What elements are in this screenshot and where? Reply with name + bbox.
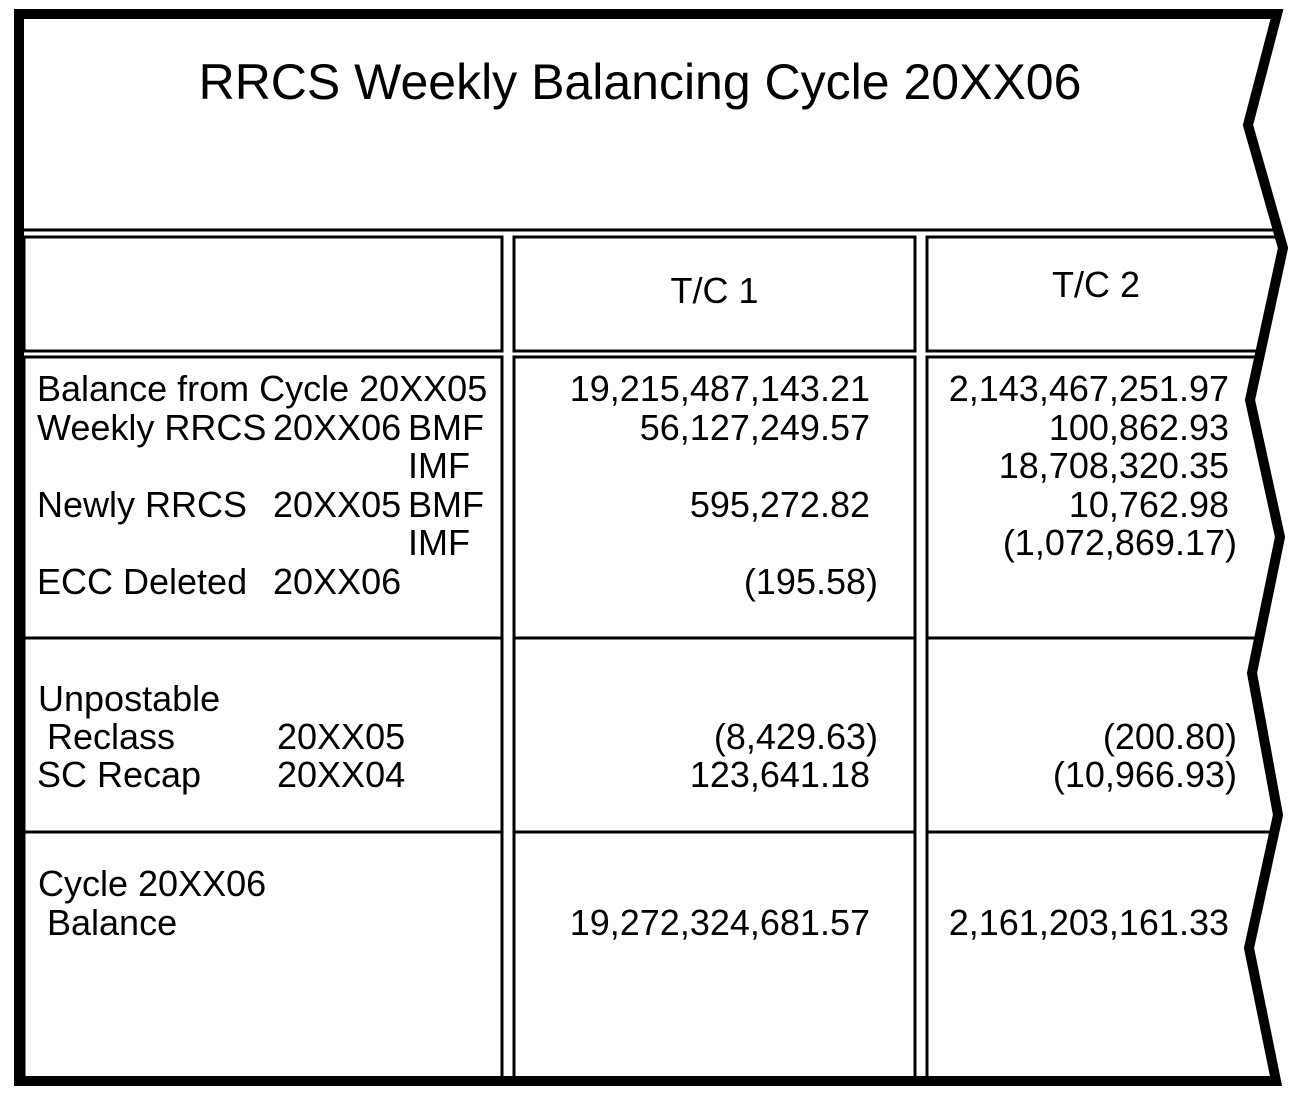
tc1-value: (195.58): [743, 561, 878, 602]
table-row: Newly RRCS 20XX05 BMF 595,272.82 10,762.…: [0, 486, 1300, 528]
column-header-tc2: T/C 2: [1051, 264, 1140, 305]
tc2-value: 100,862.93: [1048, 407, 1229, 448]
row-fund: BMF: [408, 484, 484, 525]
tc1-value: 19,272,324,681.57: [569, 902, 870, 943]
tc2-value: (10,966.93): [1052, 754, 1237, 795]
table-row: Balance from Cycle 20XX05 19,215,487,143…: [0, 370, 1300, 412]
row-cycle: 20XX04: [277, 754, 406, 795]
tc1-value: (8,429.63): [713, 716, 878, 757]
row-fund: BMF: [408, 407, 484, 448]
tc2-value: 18,708,320.35: [998, 445, 1229, 486]
tc2-value: 2,161,203,161.33: [948, 902, 1229, 943]
tc1-value: 56,127,249.57: [639, 407, 870, 448]
table-row: SC Recap 20XX04 123,641.18 (10,966.93): [0, 756, 1300, 798]
row-fund: IMF: [408, 522, 470, 563]
row-cycle: 20XX06: [273, 407, 402, 448]
table-row: IMF (1,072,869.17): [0, 524, 1300, 566]
row-label: Newly RRCS: [37, 484, 248, 525]
row-label: Balance: [47, 902, 178, 943]
row-label: Cycle 20XX06: [38, 863, 267, 904]
tc1-value: 19,215,487,143.21: [569, 368, 870, 409]
row-label: SC Recap: [37, 754, 202, 795]
tc1-value: 123,641.18: [689, 754, 870, 795]
tc2-value: (200.80): [1102, 716, 1237, 757]
row-label: Weekly RRCS: [37, 407, 267, 448]
row-cycle: 20XX05: [277, 716, 406, 757]
torn-page-outline: [14, 9, 1289, 1086]
table-row: Reclass 20XX05 (8,429.63) (200.80): [0, 718, 1300, 760]
table-row: IMF 18,708,320.35: [0, 447, 1300, 489]
row-cycle: 20XX05: [273, 484, 402, 525]
tc2-value: 10,762.98: [1068, 484, 1229, 525]
table-row: Unpostable: [0, 680, 1300, 722]
row-label: ECC Deleted: [37, 561, 248, 602]
row-cycle: 20XX06: [273, 561, 402, 602]
row-fund: IMF: [408, 445, 470, 486]
tc1-value: 595,272.82: [689, 484, 870, 525]
table-row: ECC Deleted 20XX06 (195.58): [0, 563, 1300, 605]
table-row: Cycle 20XX06: [0, 865, 1300, 907]
row-label: Reclass: [47, 716, 176, 757]
tc2-value: (1,072,869.17): [1002, 522, 1237, 563]
tc2-value: 2,143,467,251.97: [948, 368, 1229, 409]
column-header-tc1: T/C 1: [670, 270, 759, 311]
table-row: Weekly RRCS 20XX06 BMF 56,127,249.57 100…: [0, 409, 1300, 451]
table-row: Balance 19,272,324,681.57 2,161,203,161.…: [0, 904, 1300, 946]
page-title: RRCS Weekly Balancing Cycle 20XX06: [198, 54, 1082, 110]
row-label: Balance from Cycle 20XX05: [37, 368, 488, 409]
row-label: Unpostable: [38, 678, 221, 719]
